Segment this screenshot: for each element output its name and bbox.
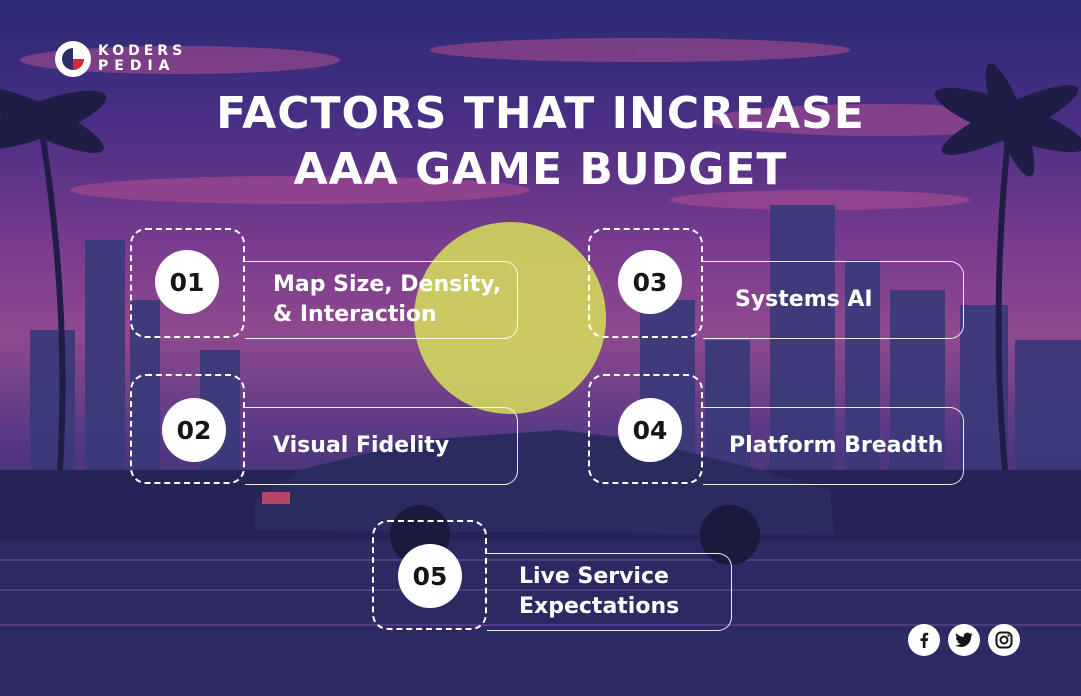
dashed-frame bbox=[372, 520, 487, 630]
factor-label-line-1: Visual Fidelity bbox=[273, 433, 450, 458]
factor-number-badge: 03 bbox=[618, 250, 682, 314]
facebook-button[interactable] bbox=[908, 624, 940, 656]
factor-label-line-1: Live Service bbox=[519, 564, 669, 589]
brand-line-1: KODERS bbox=[98, 43, 187, 59]
twitter-icon bbox=[955, 632, 973, 647]
koderspedia-logo-icon bbox=[55, 41, 91, 77]
factor-label: Map Size, Density, & Interaction bbox=[273, 270, 501, 330]
car-silhouette bbox=[255, 430, 835, 535]
page-title: FACTORS THAT INCREASE AAA GAME BUDGET bbox=[0, 86, 1081, 198]
title-line-2: AAA GAME BUDGET bbox=[293, 144, 788, 195]
factor-number-badge: 02 bbox=[162, 398, 226, 462]
factor-card-05: Live Service Expectations 05 bbox=[372, 520, 762, 632]
instagram-icon bbox=[995, 631, 1013, 649]
brand-logo[interactable]: KODERS PEDIA bbox=[54, 40, 186, 78]
title-line-1: FACTORS THAT INCREASE bbox=[216, 88, 865, 139]
factor-label: Systems AI bbox=[735, 285, 873, 315]
factor-label-line-1: Platform Breadth bbox=[729, 433, 944, 458]
factor-card-02: Visual Fidelity 02 bbox=[130, 374, 520, 486]
dashed-frame bbox=[130, 228, 245, 338]
factor-card-01: Map Size, Density, & Interaction 01 bbox=[130, 228, 520, 340]
factor-card-04: Platform Breadth 04 bbox=[588, 374, 978, 486]
factor-label-box: Map Size, Density, & Interaction bbox=[245, 261, 518, 339]
factor-number-badge: 01 bbox=[155, 250, 219, 314]
dashed-frame bbox=[588, 374, 703, 484]
factor-label-box: Systems AI bbox=[703, 261, 964, 339]
dashed-frame bbox=[130, 374, 245, 484]
factor-label-line-1: Systems AI bbox=[735, 287, 873, 312]
factor-label-box: Platform Breadth bbox=[703, 407, 964, 485]
factor-label-line-2: & Interaction bbox=[273, 302, 437, 327]
facebook-icon bbox=[920, 632, 929, 648]
factor-label-box: Visual Fidelity bbox=[245, 407, 518, 485]
factor-number-badge: 04 bbox=[618, 398, 682, 462]
factor-number-badge: 05 bbox=[398, 544, 462, 608]
factor-label: Platform Breadth bbox=[729, 431, 943, 461]
factor-label: Visual Fidelity bbox=[273, 431, 449, 461]
brand-wordmark: KODERS PEDIA bbox=[98, 44, 186, 74]
brand-line-2: PEDIA bbox=[98, 58, 176, 74]
factor-label-line-1: Map Size, Density, bbox=[273, 272, 502, 297]
factor-label-box: Live Service Expectations bbox=[487, 553, 732, 631]
factor-label-line-2: Expectations bbox=[519, 594, 680, 619]
factor-card-03: Systems AI 03 bbox=[588, 228, 978, 340]
factor-label: Live Service Expectations bbox=[519, 562, 679, 622]
instagram-button[interactable] bbox=[988, 624, 1020, 656]
dashed-frame bbox=[588, 228, 703, 338]
sun-shape bbox=[414, 222, 606, 414]
twitter-button[interactable] bbox=[948, 624, 980, 656]
